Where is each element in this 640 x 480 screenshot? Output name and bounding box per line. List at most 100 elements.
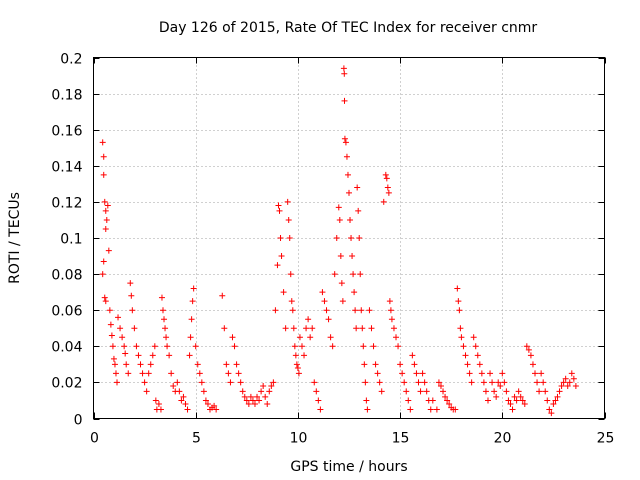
data-point xyxy=(355,207,362,214)
data-point xyxy=(374,370,381,377)
data-point xyxy=(264,401,271,408)
data-point xyxy=(444,397,451,404)
data-point xyxy=(354,184,361,191)
data-point xyxy=(454,285,461,292)
data-point xyxy=(376,379,383,386)
data-point xyxy=(480,379,487,386)
data-point xyxy=(433,406,440,413)
data-point xyxy=(358,307,365,314)
data-point xyxy=(487,370,494,377)
data-point xyxy=(128,292,135,299)
data-point xyxy=(163,334,170,341)
data-point xyxy=(164,343,171,350)
data-point xyxy=(564,383,571,390)
data-point xyxy=(401,379,408,386)
data-point xyxy=(143,388,150,395)
data-point xyxy=(247,393,254,400)
data-point xyxy=(393,334,400,341)
data-point xyxy=(333,235,340,241)
y-tick-label: 0.08 xyxy=(51,268,82,284)
data-point xyxy=(340,65,347,72)
data-point xyxy=(309,325,316,332)
data-point xyxy=(466,370,473,377)
data-point xyxy=(307,334,314,341)
data-point xyxy=(460,343,467,350)
chart-title: Day 126 of 2015, Rate Of TEC Index for r… xyxy=(159,20,538,36)
x-tick-label: 25 xyxy=(597,431,615,447)
data-point xyxy=(550,401,557,408)
data-point xyxy=(455,298,462,305)
data-point xyxy=(501,379,508,386)
data-point xyxy=(174,379,181,386)
x-tick-label: 10 xyxy=(290,431,308,447)
data-point xyxy=(511,393,518,400)
data-point xyxy=(102,298,109,305)
data-point xyxy=(458,334,465,341)
data-point xyxy=(190,285,197,292)
data-point xyxy=(474,352,481,359)
data-point xyxy=(122,350,129,357)
data-point xyxy=(536,388,543,395)
data-point xyxy=(353,325,360,332)
data-point xyxy=(329,343,336,350)
data-point xyxy=(341,135,348,142)
data-point xyxy=(421,379,428,386)
data-point xyxy=(544,397,551,404)
data-point xyxy=(158,294,165,301)
data-point xyxy=(386,298,393,305)
plot-frame xyxy=(93,57,605,419)
data-point xyxy=(107,321,114,328)
data-point xyxy=(525,346,532,353)
data-point xyxy=(311,379,318,386)
data-point xyxy=(364,406,371,413)
data-point xyxy=(182,401,189,408)
data-point xyxy=(295,370,302,377)
data-point xyxy=(478,370,485,377)
y-tick-label: 0.18 xyxy=(51,88,82,104)
data-point xyxy=(161,316,168,323)
data-point xyxy=(491,388,498,395)
data-point xyxy=(287,271,294,278)
data-point xyxy=(560,379,567,386)
data-point xyxy=(219,292,226,299)
data-point xyxy=(106,307,113,314)
data-point xyxy=(285,216,292,223)
data-point xyxy=(315,397,322,404)
data-point xyxy=(417,388,424,395)
data-point xyxy=(363,397,370,404)
y-tick-label: 0.2 xyxy=(60,52,82,68)
data-point xyxy=(115,314,122,321)
data-point xyxy=(397,361,404,368)
data-point xyxy=(301,352,308,359)
data-point xyxy=(114,379,121,386)
data-point xyxy=(101,294,108,301)
data-point xyxy=(305,316,312,323)
data-point xyxy=(507,401,514,408)
data-point xyxy=(221,325,228,332)
data-point xyxy=(157,406,164,413)
data-point xyxy=(188,316,195,323)
data-point xyxy=(357,271,364,278)
data-point xyxy=(405,397,412,404)
data-point xyxy=(372,361,379,368)
data-point xyxy=(192,343,199,350)
data-point xyxy=(558,383,565,390)
data-point xyxy=(572,383,579,390)
data-point xyxy=(335,204,342,211)
data-point xyxy=(187,334,194,341)
data-point xyxy=(274,262,281,269)
data-point xyxy=(540,379,547,386)
data-point xyxy=(331,271,338,278)
data-point xyxy=(336,216,343,223)
data-point xyxy=(362,379,369,386)
data-point xyxy=(293,361,300,368)
data-point xyxy=(151,343,158,350)
data-point xyxy=(117,325,124,332)
data-point xyxy=(286,235,293,241)
data-point xyxy=(110,355,117,362)
data-point xyxy=(112,370,119,377)
data-point xyxy=(135,352,142,359)
data-point xyxy=(303,325,310,332)
x-tick-label: 0 xyxy=(90,431,99,447)
y-tick-label: 0.1 xyxy=(60,232,82,248)
